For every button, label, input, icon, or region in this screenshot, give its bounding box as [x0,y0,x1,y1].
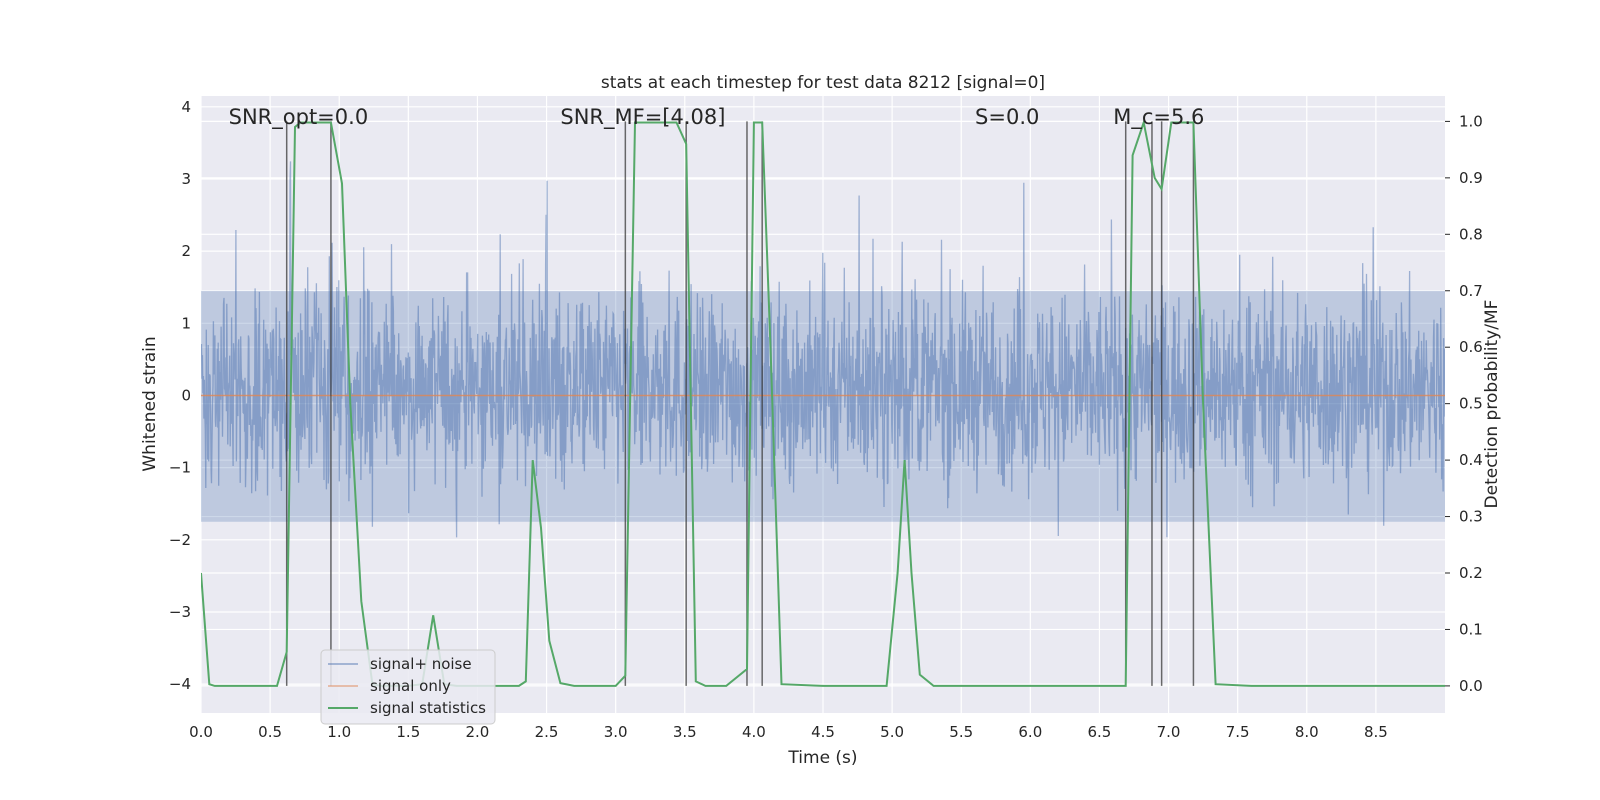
y-axis-label: Whitened strain [140,336,160,471]
y2-tick-label: 0.0 [1459,677,1483,695]
y2-tick-label: 0.7 [1459,282,1483,300]
x-tick-label: 7.0 [1157,723,1181,741]
y-tick-label: 4 [181,98,191,116]
annotations: SNR_opt=0.0 SNR_MF=[4.08] S=0.0 M_c=5.6 [229,105,1205,130]
x-tick-label: 7.5 [1226,723,1250,741]
series-signal-statistics [201,118,1445,687]
x-axis: 0.0 0.5 1.0 1.5 2.0 2.5 3.0 3.5 4.0 4.5 5.0 5.5 6.0 6… [189,723,1388,741]
annotation-snr-opt: SNR_opt=0.0 [229,105,369,130]
x-tick-label: 2.0 [466,723,490,741]
y2-tick-label: 0.4 [1459,451,1483,469]
legend-label-signal-statistics: signal statistics [370,699,486,717]
annotation-snr-mf: SNR_MF=[4.08] [560,105,725,130]
legend-box [320,649,496,725]
annotation-mc: M_c=5.6 [1113,105,1204,130]
x-tick-label: 3.5 [673,723,697,741]
y2-axis-label: Detection probability/MF [1482,300,1502,509]
legend-label-signal-only: signal only [370,677,451,695]
legend-label-signal-noise: signal+ noise [370,655,472,673]
y2-tick-label: 0.1 [1459,620,1483,638]
y2-tick-label: 0.6 [1459,338,1483,356]
y-axis-right: 1.0 0.9 0.8 0.7 0.6 0.5 0.4 0.3 0.2 0.1 0.0 [1445,112,1483,695]
x-tick-label: 4.5 [811,723,835,741]
x-tick-label: 8.5 [1364,723,1388,741]
x-tick-label: 0.5 [258,723,282,741]
series-signal-noise [201,161,1445,538]
x-tick-label: 8.0 [1295,723,1319,741]
y-tick-label: 3 [181,170,191,188]
x-tick-label: 6.5 [1088,723,1112,741]
y-tick-label: 2 [181,242,191,260]
x-tick-label: 5.0 [880,723,904,741]
y2-tick-label: 1.0 [1459,112,1483,130]
y2-tick-label: 0.3 [1459,508,1483,526]
y-tick-label: 1 [181,314,191,332]
y-tick-label: −4 [169,675,191,693]
y2-tick-label: 0.9 [1459,169,1483,187]
plot-area [201,118,1445,687]
x-tick-label: 4.0 [742,723,766,741]
x-tick-label: 5.5 [949,723,973,741]
x-tick-label: 1.0 [327,723,351,741]
y-tick-label: −1 [169,459,191,477]
annotation-s: S=0.0 [975,105,1039,129]
x-tick-label: 0.0 [189,723,213,741]
y2-tick-label: 0.8 [1459,225,1483,243]
y-tick-label: −3 [169,603,191,621]
x-tick-label: 6.0 [1018,723,1042,741]
legend: signal+ noise signal only signal statist… [320,649,496,725]
x-tick-label: 3.0 [604,723,628,741]
y-axis-left: 4 3 2 1 0 −1 −2 −3 −4 [169,98,191,693]
chart-title: stats at each timestep for test data 821… [601,73,1045,93]
x-tick-label: 1.5 [396,723,420,741]
x-axis-label: Time (s) [787,748,857,768]
y2-tick-label: 0.2 [1459,564,1483,582]
y2-tick-label: 0.5 [1459,395,1483,413]
y-tick-label: 0 [181,386,191,404]
y-tick-label: −2 [169,531,191,549]
x-tick-label: 2.5 [535,723,559,741]
